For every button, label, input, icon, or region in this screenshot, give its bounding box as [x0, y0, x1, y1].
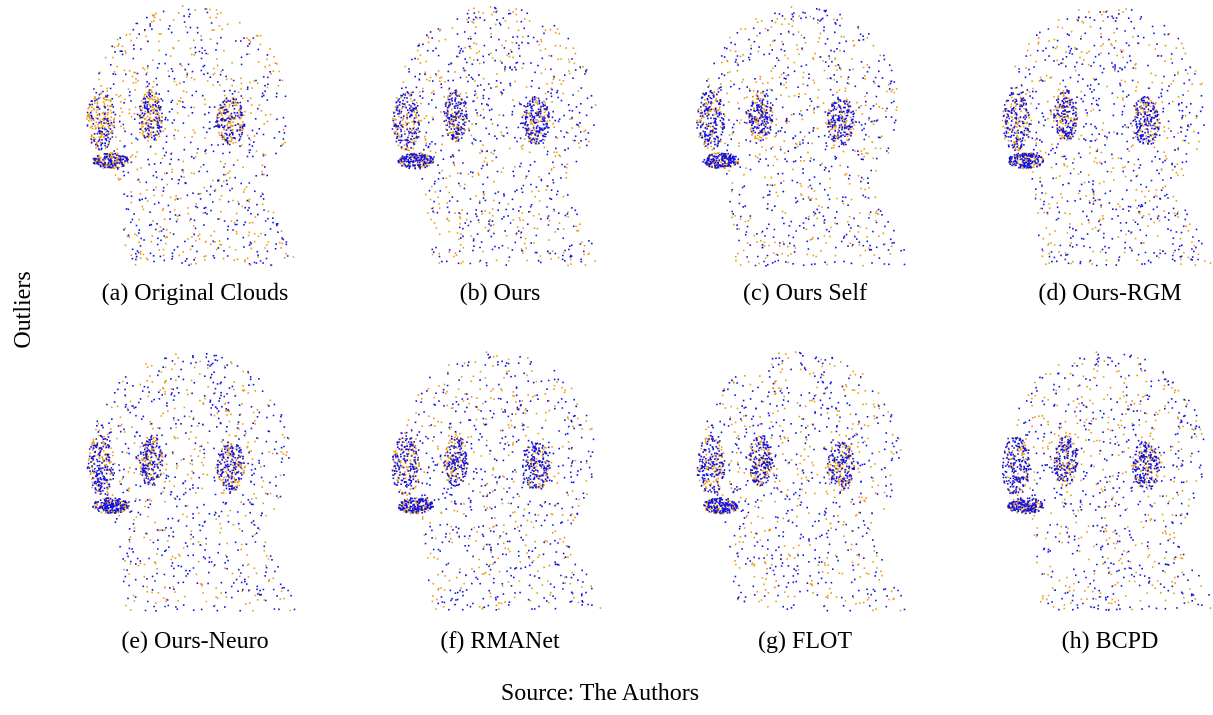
orange-points [392, 351, 602, 610]
orange-points [696, 6, 898, 266]
point-cloud-panel: (d) Ours-RGM [1002, 8, 1212, 306]
figure: Outliers Source: The Authors (a) Origina… [0, 0, 1213, 715]
panel-caption: (c) Ours Self [743, 280, 867, 306]
orange-points [88, 353, 291, 611]
point-cloud-panel: (c) Ours Self [696, 6, 905, 306]
blue-points [87, 8, 289, 266]
panels: (a) Original Clouds (b) Ours (c) Ours Self… [86, 5, 1211, 654]
point-cloud-panel: (a) Original Clouds [86, 5, 294, 306]
panel-caption: (g) FLOT [758, 628, 852, 654]
point-cloud-panel: (h) BCPD [1002, 351, 1211, 654]
orange-points [86, 5, 294, 266]
panel-caption: (a) Original Clouds [102, 280, 289, 306]
figure-canvas: Outliers Source: The Authors (a) Origina… [0, 0, 1213, 715]
point-cloud-panel: (f) RMANet [392, 351, 602, 654]
point-cloud-panel: (g) FLOT [697, 351, 906, 654]
side-label: Outliers [10, 271, 36, 348]
source-note: Source: The Authors [501, 680, 699, 706]
panel-caption: (f) RMANet [440, 628, 560, 654]
panel-caption: (d) Ours-RGM [1038, 280, 1181, 306]
blue-points [1003, 9, 1205, 266]
blue-points [696, 8, 905, 267]
panel-caption: (b) Ours [460, 280, 541, 306]
blue-points [87, 353, 296, 612]
panel-caption: (e) Ours-Neuro [121, 628, 268, 654]
blue-points [1002, 354, 1210, 611]
panel-caption: (h) BCPD [1062, 628, 1159, 654]
blue-points [392, 7, 595, 266]
point-cloud-panel: (b) Ours [392, 6, 597, 306]
point-cloud-panel: (e) Ours-Neuro [87, 353, 296, 654]
orange-points [1003, 351, 1211, 610]
orange-points [697, 351, 901, 611]
